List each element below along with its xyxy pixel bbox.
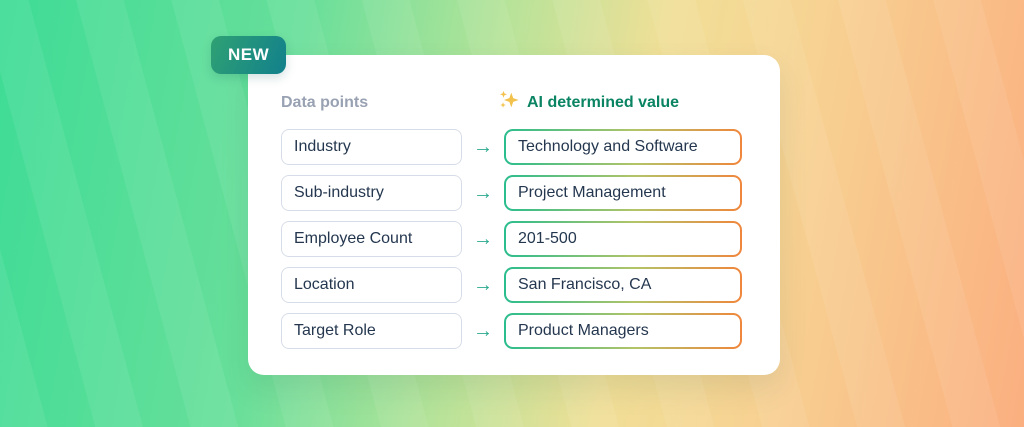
data-point-label-box: Industry [281, 129, 462, 165]
arrow-right-icon: → [473, 228, 493, 250]
ai-value-box: San Francisco, CA [504, 267, 742, 303]
arrow-right-icon: → [473, 320, 493, 342]
data-point-label-box: Location [281, 267, 462, 303]
ai-value-heading-label: AI determined value [527, 93, 680, 111]
ai-value-text: San Francisco, CA [518, 276, 652, 293]
data-point-label: Employee Count [294, 230, 413, 247]
data-point-label: Target Role [294, 322, 376, 339]
data-point-label-box: Target Role [281, 313, 462, 349]
data-point-label-box: Sub-industry [281, 175, 462, 211]
arrow-right-icon: → [473, 136, 493, 158]
new-badge: NEW [211, 36, 287, 74]
ai-value-heading: AI determined value [498, 89, 742, 116]
ai-value-box: Product Managers [504, 313, 742, 349]
card-header: Data points AI determined value [281, 89, 744, 116]
ai-data-card: Data points AI determined value Industry… [248, 55, 780, 375]
arrow-right-icon: → [473, 182, 493, 204]
data-points-heading: Data points [281, 93, 369, 111]
ai-value-text: Product Managers [518, 322, 649, 339]
ai-value-text: Project Management [518, 184, 666, 201]
data-rows: Industry → Technology and Software Sub-i… [281, 129, 744, 349]
sparkles-icon [498, 89, 520, 116]
data-point-label: Industry [294, 138, 351, 155]
data-point-label: Sub-industry [294, 184, 384, 201]
ai-value-text: 201-500 [518, 230, 577, 247]
data-point-label: Location [294, 276, 355, 293]
ai-value-box: Project Management [504, 175, 742, 211]
ai-value-text: Technology and Software [518, 138, 698, 155]
ai-value-box: Technology and Software [504, 129, 742, 165]
arrow-right-icon: → [473, 274, 493, 296]
ai-value-box: 201-500 [504, 221, 742, 257]
new-badge-label: NEW [228, 45, 270, 64]
data-point-label-box: Employee Count [281, 221, 462, 257]
